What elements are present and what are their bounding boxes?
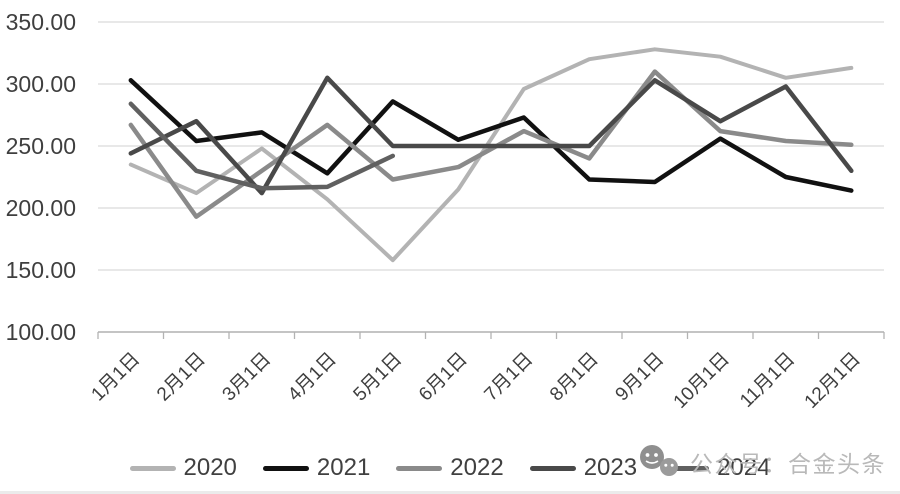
series-line-2023 xyxy=(128,75,854,196)
x-axis-label: 8月1日 xyxy=(546,349,603,406)
y-axis-tick-label: 350.00 xyxy=(6,9,76,35)
line-chart: 350.00 300.00 250.00 200.00 150.00 100.00 1月1… xyxy=(6,9,885,413)
x-axis-labels: 1月1日 2月1日 3月1日 4月1日 5月1日 6月1日 7月1日 8月1日 9月1日 10月1… xyxy=(88,349,865,413)
y-axis-tick-label: 300.00 xyxy=(6,71,76,97)
legend-label: 2020 xyxy=(183,454,237,481)
legend-swatch-2020 xyxy=(129,465,176,471)
x-axis-label: 5月1日 xyxy=(350,349,407,406)
legend: 2020 2021 2022 2023 2024 xyxy=(0,451,900,485)
y-axis-tick-label: 200.00 xyxy=(6,195,76,221)
x-axis-label: 9月1日 xyxy=(612,349,669,406)
x-axis-label: 6月1日 xyxy=(415,349,472,406)
x-axis-label: 4月1日 xyxy=(284,349,341,406)
legend-item-2021: 2021 xyxy=(262,454,371,481)
legend-swatch-2021 xyxy=(262,465,309,471)
series-line-2021 xyxy=(128,78,854,193)
series-line-2020 xyxy=(128,47,854,263)
y-axis-labels: 350.00 300.00 250.00 200.00 150.00 100.00 xyxy=(6,9,76,345)
x-axis-label: 3月1日 xyxy=(219,349,276,406)
x-axis-label: 12月1日 xyxy=(801,349,865,413)
x-axis-label: 10月1日 xyxy=(670,349,734,413)
legend-label: 2023 xyxy=(583,454,638,481)
legend-swatch-2023 xyxy=(529,465,576,471)
series-lines xyxy=(128,47,854,263)
x-axis-label: 7月1日 xyxy=(481,349,538,406)
legend-item-2022: 2022 xyxy=(396,454,504,481)
series-line-2024 xyxy=(128,101,396,191)
x-axis xyxy=(97,331,885,339)
legend-swatch-2024 xyxy=(663,465,710,471)
legend-item-2023: 2023 xyxy=(529,454,638,481)
legend-swatch-2022 xyxy=(396,465,443,471)
x-axis-label: 2月1日 xyxy=(153,349,210,406)
legend-label: 2021 xyxy=(316,454,371,481)
x-axis-label: 1月1日 xyxy=(88,349,145,406)
x-axis-label: 11月1日 xyxy=(736,349,799,412)
y-axis-tick-label: 100.00 xyxy=(6,319,76,345)
legend-label: 2022 xyxy=(450,454,504,481)
y-axis-tick-label: 250.00 xyxy=(6,133,76,159)
legend-label: 2024 xyxy=(717,454,771,481)
legend-item-2024: 2024 xyxy=(663,456,770,480)
y-axis-tick-label: 150.00 xyxy=(6,257,76,283)
bottom-edge-strip xyxy=(0,491,900,494)
legend-item-2020: 2020 xyxy=(129,454,237,481)
